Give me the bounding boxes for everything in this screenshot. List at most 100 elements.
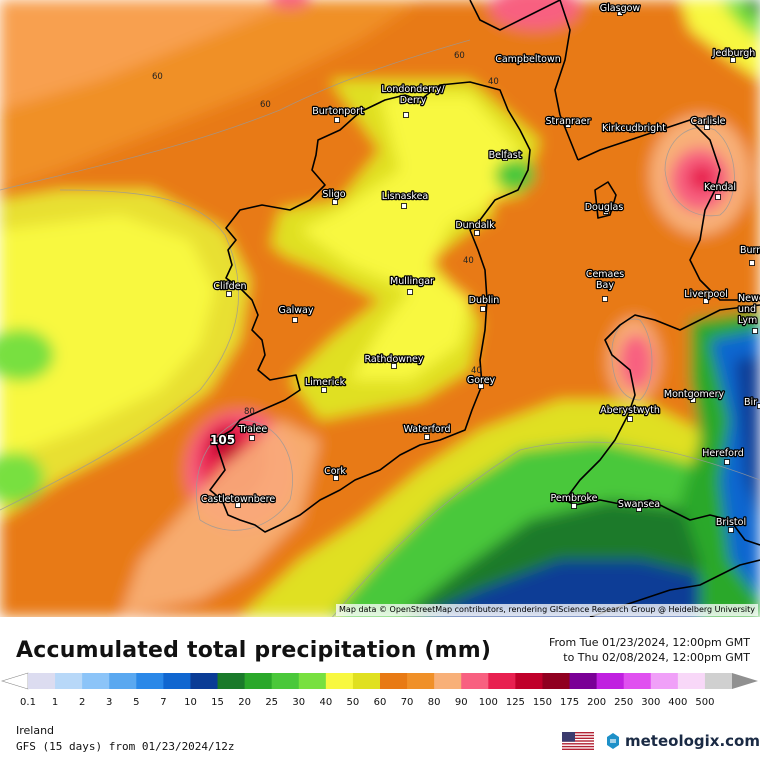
city-marker[interactable] <box>565 122 571 128</box>
city-label: Rathdowney <box>364 354 423 365</box>
city-label: Hereford <box>702 448 743 459</box>
city-marker[interactable] <box>334 117 340 123</box>
city-marker[interactable] <box>617 10 623 16</box>
city-marker[interactable] <box>724 459 730 465</box>
city-marker[interactable] <box>235 502 241 508</box>
city-label: Clifden <box>213 281 246 292</box>
city-marker[interactable] <box>424 434 430 440</box>
legend-swatch <box>82 673 110 689</box>
city-label: Lisnaskea <box>382 191 429 202</box>
city-marker[interactable] <box>752 328 758 334</box>
legend-label: 20 <box>238 697 251 708</box>
city-label: Dublin <box>469 295 500 306</box>
city-label: Liverpool <box>684 289 728 300</box>
city-label: Tralee <box>238 424 268 435</box>
city-marker[interactable] <box>332 199 338 205</box>
legend-swatch <box>515 673 543 689</box>
city-marker[interactable] <box>333 475 339 481</box>
city-marker[interactable] <box>401 203 407 209</box>
model-run-info: GFS (15 days) from 01/23/2024/12z <box>16 740 235 753</box>
city-marker[interactable] <box>627 416 633 422</box>
city-marker[interactable] <box>403 112 409 118</box>
legend-swatch <box>434 673 462 689</box>
city-label: Bir <box>744 397 757 408</box>
legend-swatch <box>28 673 56 689</box>
legend-label: 0.1 <box>20 697 36 708</box>
legend-labels: 0.1 1 2 3 5 7 10 15 20 25 30 40 50 60 70 80 90 100 125 150 1… <box>0 697 760 711</box>
map-attribution: Map data © OpenStreetMap contributors, r… <box>336 604 758 616</box>
city-label: Sligo <box>322 189 345 200</box>
city-marker[interactable] <box>391 363 397 369</box>
city-label: Gorey <box>467 375 496 386</box>
city-label: Douglas <box>585 202 624 213</box>
legend-label: 3 <box>106 697 113 708</box>
legend-swatch <box>380 673 408 689</box>
city-marker[interactable] <box>730 57 736 63</box>
city-marker[interactable] <box>478 383 484 389</box>
legend-label: 1 <box>51 697 59 708</box>
map-canvas[interactable]: 60 60 60 40 40 40 80 105 Glasgow Jedburgh… <box>0 0 760 617</box>
legend-swatch <box>190 673 219 689</box>
period-to: to Thu 02/08/2024, 12:00pm GMT <box>563 651 750 664</box>
city-marker[interactable] <box>636 506 642 512</box>
legend-label: 125 <box>505 697 525 708</box>
us-flag-icon[interactable] <box>562 732 594 750</box>
city-marker[interactable] <box>690 397 696 403</box>
city-label: Burn <box>740 245 760 256</box>
city-label: Dundalk <box>455 220 495 231</box>
city-marker[interactable] <box>703 298 709 304</box>
legend-swatch <box>136 673 164 689</box>
city-marker[interactable] <box>321 387 327 393</box>
city-marker[interactable] <box>728 527 734 533</box>
city-marker[interactable] <box>757 403 760 409</box>
city-label: NewcaundLym <box>738 293 760 326</box>
city-marker[interactable] <box>571 503 577 509</box>
brand-logo-icon <box>607 733 619 749</box>
legend-label: 90 <box>454 697 468 708</box>
legend-swatch <box>244 673 273 689</box>
city-label: Cork <box>324 466 346 477</box>
city-marker[interactable] <box>480 306 486 312</box>
city-marker[interactable] <box>226 291 232 297</box>
city-label: Londonderry/Derry <box>381 84 445 106</box>
brand-logo[interactable]: meteologix.com <box>604 731 760 751</box>
legend-swatch <box>677 673 706 689</box>
city-marker[interactable] <box>603 209 609 215</box>
legend-label: 300 <box>641 697 661 708</box>
city-label: Burtonport <box>312 106 364 117</box>
city-label: Stranraer <box>546 116 591 127</box>
city-label: Carlisle <box>690 116 725 127</box>
region-name: Ireland <box>16 724 55 737</box>
precipitation-map[interactable]: 60 60 60 40 40 40 80 105 Glasgow Jedburgh… <box>0 0 760 617</box>
city-marker[interactable] <box>292 317 298 323</box>
city-marker[interactable] <box>249 435 255 441</box>
city-marker[interactable] <box>749 260 755 266</box>
city-marker[interactable] <box>525 55 531 61</box>
legend-swatch <box>109 673 137 689</box>
legend-label: 400 <box>668 697 688 708</box>
legend-swatch <box>569 673 598 689</box>
legend-swatch <box>623 673 652 689</box>
legend-swatch <box>271 673 300 689</box>
legend-label: 50 <box>346 697 360 708</box>
city-label: Pembroke <box>550 493 597 504</box>
city-marker[interactable] <box>704 124 710 130</box>
city-label: Aberystwyth <box>600 405 660 416</box>
legend-label: 2 <box>78 697 86 708</box>
city-marker[interactable] <box>474 230 480 236</box>
legend-swatch <box>407 673 435 689</box>
city-marker[interactable] <box>629 127 635 133</box>
legend-swatch <box>488 673 516 689</box>
period-from: From Tue 01/23/2024, 12:00pm GMT <box>548 636 750 649</box>
legend-label: 250 <box>614 697 634 708</box>
city-label: Glasgow <box>600 3 641 14</box>
city-marker[interactable] <box>407 289 413 295</box>
legend-swatch <box>298 673 327 689</box>
contour-label: 40 <box>488 77 499 87</box>
city-marker[interactable] <box>502 155 508 161</box>
contour-label: 60 <box>260 100 271 110</box>
city-label: Galway <box>278 305 313 316</box>
legend-arrow-right <box>732 673 758 689</box>
city-marker[interactable] <box>602 296 608 302</box>
city-marker[interactable] <box>715 194 721 200</box>
